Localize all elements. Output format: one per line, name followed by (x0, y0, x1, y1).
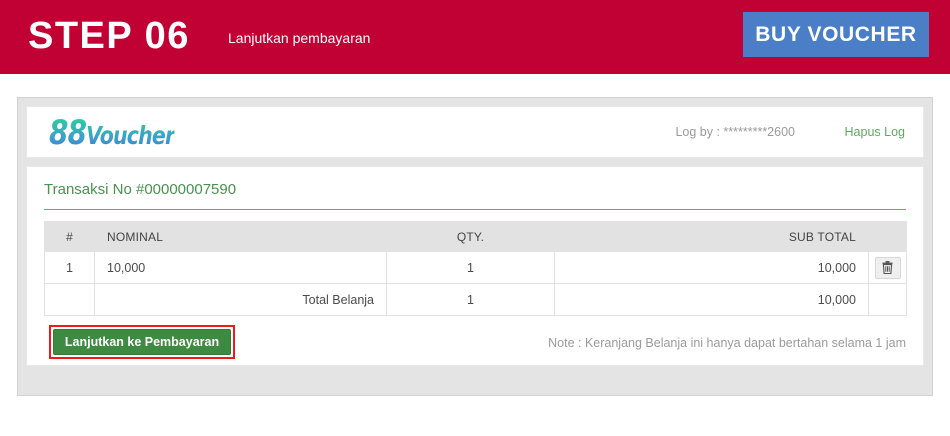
cart-table-foot: Total Belanja 1 10,000 (44, 283, 907, 316)
header-subtotal: SUB TOTAL (554, 221, 869, 252)
cart-table: # NOMINAL QTY. SUB TOTAL 1 10,000 1 10,0… (44, 221, 907, 316)
cart-table-body: 1 10,000 1 10,000 (44, 251, 907, 284)
total-spacer (44, 283, 95, 316)
step-banner: STEP 06 Lanjutkan pembayaran BUY VOUCHER (0, 0, 950, 74)
buy-voucher-button[interactable]: BUY VOUCHER (743, 12, 929, 57)
logo-digits: 88 (49, 113, 87, 153)
cell-nominal: 10,000 (94, 251, 387, 284)
site-logo: 88Voucher (49, 113, 174, 156)
table-header-row: # NOMINAL QTY. SUB TOTAL (44, 221, 907, 252)
total-qty: 1 (386, 283, 555, 316)
cell-action (868, 251, 907, 284)
transaction-title: Transaksi No #00000007590 (44, 181, 237, 198)
card-footer: Lanjutkan ke Pembayaran Note : Keranjang… (44, 325, 906, 359)
step-label: STEP 06 (28, 15, 190, 57)
transaction-divider (44, 209, 906, 210)
pay-button-highlight (49, 325, 235, 359)
header-action (868, 221, 907, 252)
continue-to-payment-button[interactable]: Lanjutkan ke Pembayaran (53, 329, 231, 355)
trash-icon (882, 261, 893, 274)
log-by-text: Log by : *********2600 (675, 125, 795, 139)
table-total-row: Total Belanja 1 10,000 (44, 283, 907, 316)
transaction-card: Transaksi No #00000007590 # NOMINAL QTY.… (26, 166, 924, 366)
table-row: 1 10,000 1 10,000 (44, 251, 907, 284)
voucher-panel: 88Voucher Log by : *********2600 Hapus L… (17, 97, 933, 396)
delete-row-button[interactable] (874, 256, 901, 279)
hapus-log-link[interactable]: Hapus Log (844, 125, 905, 139)
header-qty: QTY. (386, 221, 555, 252)
cell-num: 1 (44, 251, 95, 284)
cell-subtotal: 10,000 (554, 251, 869, 284)
logo-word: Voucher (86, 121, 175, 150)
cart-expiry-note: Note : Keranjang Belanja ini hanya dapat… (548, 336, 906, 350)
header-num: # (44, 221, 95, 252)
total-label: Total Belanja (94, 283, 387, 316)
total-subtotal: 10,000 (554, 283, 869, 316)
cell-qty: 1 (386, 251, 555, 284)
cart-table-head: # NOMINAL QTY. SUB TOTAL (44, 221, 907, 252)
step-subtitle: Lanjutkan pembayaran (228, 30, 371, 46)
header-nominal: NOMINAL (94, 221, 387, 252)
site-header-bar: 88Voucher Log by : *********2600 Hapus L… (26, 106, 924, 158)
total-action-spacer (868, 283, 907, 316)
